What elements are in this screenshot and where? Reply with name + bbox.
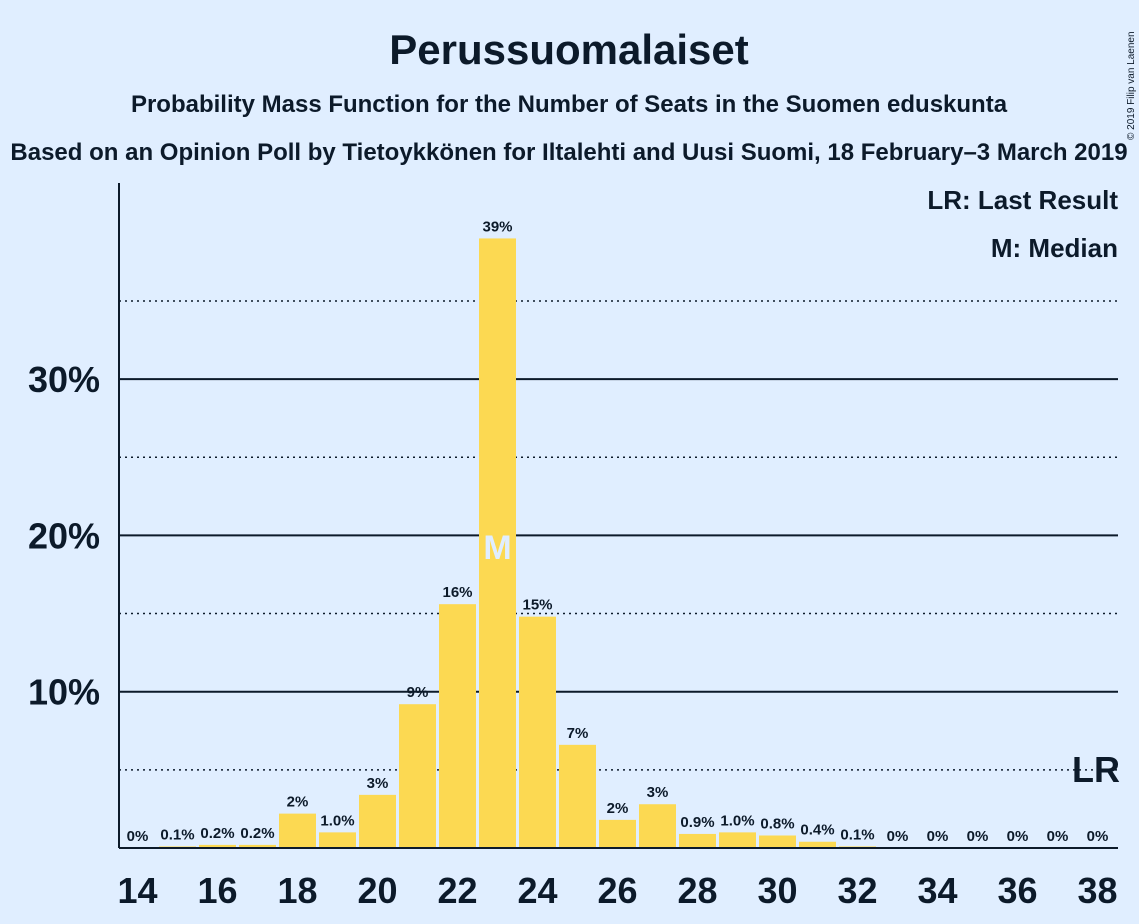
bar [679, 833, 716, 848]
data-label: 0% [1087, 828, 1109, 845]
x-tick-label: 38 [1077, 870, 1117, 911]
legend: LR: Last Result M: Median [927, 185, 1118, 263]
data-label: 0% [127, 828, 149, 845]
data-label: 16% [442, 584, 472, 601]
data-label: 7% [567, 725, 589, 742]
axes [118, 183, 1118, 849]
data-label: 3% [647, 784, 669, 801]
x-tick-label: 26 [597, 870, 637, 911]
data-labels: 0% 0.1% 0.2% 0.2% 2% 1.0% 3% 9% 16% 39% 15% 7% 2% 3% 0… [127, 218, 1109, 845]
y-tick-label: 10% [28, 672, 100, 713]
data-label: 0.9% [680, 814, 714, 831]
x-tick-label: 34 [917, 870, 957, 911]
x-tick-label: 18 [277, 870, 317, 911]
data-label: 1.0% [320, 812, 354, 829]
bar [759, 835, 796, 848]
data-label: 0.2% [200, 825, 234, 842]
copyright-notice: © 2019 Filip van Laenen [1126, 31, 1137, 140]
x-tick-labels: 14 16 18 20 22 24 26 28 30 32 34 36 38 [117, 870, 1117, 911]
data-label: 0% [1007, 828, 1029, 845]
x-tick-label: 28 [677, 870, 717, 911]
chart-title: Perussuomalaiset [389, 26, 749, 73]
x-tick-label: 14 [117, 870, 157, 911]
bar [519, 616, 556, 848]
title-group: Perussuomalaiset Probability Mass Functi… [10, 26, 1127, 166]
x-tick-label: 24 [517, 870, 557, 911]
bar [639, 804, 676, 848]
bar [399, 704, 436, 848]
bars [159, 238, 876, 848]
bar [239, 844, 276, 848]
data-label: 0.8% [760, 815, 794, 832]
data-label: 9% [407, 684, 429, 701]
bar [279, 813, 316, 848]
bar [439, 604, 476, 848]
y-tick-labels: 10% 20% 30% [28, 359, 100, 713]
data-label: 3% [367, 775, 389, 792]
chart-subtitle: Probability Mass Function for the Number… [131, 91, 1008, 118]
data-label: 0.2% [240, 825, 274, 842]
median-marker: M [483, 529, 511, 567]
x-tick-label: 36 [997, 870, 1037, 911]
legend-median: M: Median [991, 233, 1118, 263]
data-label: 1.0% [720, 812, 754, 829]
grid [119, 300, 1118, 771]
legend-last-result: LR: Last Result [927, 185, 1118, 215]
data-label: 0.4% [800, 822, 834, 839]
data-label: 0% [887, 828, 909, 845]
bar [599, 819, 636, 848]
bar [479, 238, 516, 848]
last-result-marker: LR [1072, 749, 1120, 790]
x-tick-label: 22 [437, 870, 477, 911]
chart-subtitle-2: Based on an Opinion Poll by Tietoykkönen… [10, 139, 1127, 166]
bar [199, 844, 236, 848]
bar [359, 794, 396, 848]
bar [799, 841, 836, 848]
y-tick-label: 30% [28, 359, 100, 400]
bar [319, 832, 356, 848]
data-label: 0.1% [160, 826, 194, 843]
y-tick-label: 20% [28, 515, 100, 556]
bar [559, 744, 596, 848]
x-tick-label: 20 [357, 870, 397, 911]
data-label: 2% [607, 800, 629, 817]
x-tick-label: 30 [757, 870, 797, 911]
data-label: 2% [287, 794, 309, 811]
data-label: 39% [482, 218, 512, 235]
data-label: 0% [967, 828, 989, 845]
bar [719, 832, 756, 848]
x-tick-label: 16 [197, 870, 237, 911]
x-tick-label: 32 [837, 870, 877, 911]
data-label: 15% [522, 597, 552, 614]
data-label: 0% [1047, 828, 1069, 845]
data-label: 0.1% [840, 826, 874, 843]
data-label: 0% [927, 828, 949, 845]
